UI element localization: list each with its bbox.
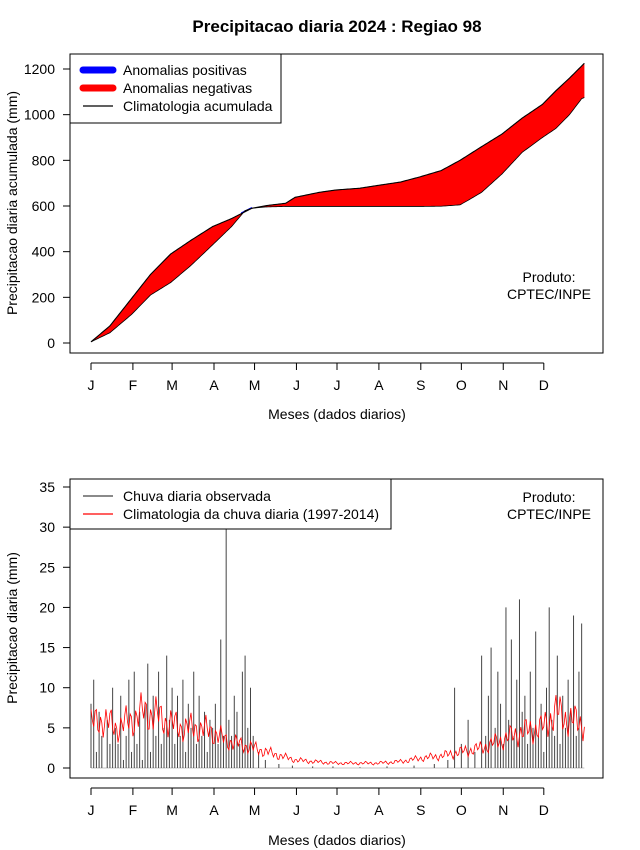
top-legend: Anomalias positivas Anomalias negativas … xyxy=(69,53,282,124)
top-y-tick-label: 400 xyxy=(32,244,56,260)
bottom-x-tick-label: A xyxy=(374,802,384,818)
bottom-product-label-line2: CPTEC/INPE xyxy=(507,506,591,522)
top-x-tick-label: S xyxy=(416,377,425,393)
bottom-y-axis-label: Precipitacao diaria (mm) xyxy=(4,552,20,704)
chart-title: Precipitacao diaria 2024 : Regiao 98 xyxy=(192,17,481,36)
top-x-tick-label: N xyxy=(498,377,508,393)
top-x-tick-label: J xyxy=(334,377,341,393)
bottom-y-tick-label: 10 xyxy=(39,680,55,696)
negative-anomaly-area xyxy=(91,63,585,342)
bottom-y-tick-label: 5 xyxy=(47,720,55,736)
bottom-product-label-line1: Produto: xyxy=(523,489,576,505)
bottom-x-tick-label: J xyxy=(88,802,95,818)
bottom-x-tick-label: F xyxy=(129,802,138,818)
bottom-x-tick-label: M xyxy=(166,802,178,818)
top-x-tick-label: F xyxy=(129,377,138,393)
bottom-x-tick-label: M xyxy=(249,802,261,818)
bottom-y-tick-label: 30 xyxy=(39,519,55,535)
top-y-tick-label: 0 xyxy=(47,335,55,351)
bottom-x-axis-label: Meses (dados diarios) xyxy=(268,832,406,848)
top-x-axis-label: Meses (dados diarios) xyxy=(268,406,406,422)
top-y-tick-label: 200 xyxy=(32,289,56,305)
top-x-tick-label: J xyxy=(88,377,95,393)
top-product-label-line1: Produto: xyxy=(523,269,576,285)
legend-label-positive: Anomalias positivas xyxy=(123,62,247,78)
bottom-x-tick-label: N xyxy=(498,802,508,818)
top-plot-area xyxy=(90,62,585,343)
bottom-y-tick-label: 0 xyxy=(47,760,55,776)
legend-label-clim-daily: Climatologia da chuva diaria (1997-2014) xyxy=(123,506,379,522)
legend-label-climatology: Climatologia acumulada xyxy=(123,98,273,114)
top-x-tick-label: D xyxy=(539,377,549,393)
top-x-tick-label: A xyxy=(374,377,384,393)
climatology-line xyxy=(90,62,585,343)
bottom-x-tick-label: D xyxy=(539,802,549,818)
bottom-x-tick-label: A xyxy=(209,802,219,818)
top-product-label-line2: CPTEC/INPE xyxy=(507,286,591,302)
bottom-x-tick-label: J xyxy=(293,802,300,818)
bottom-y-tick-label: 35 xyxy=(39,479,55,495)
bottom-y-tick-label: 15 xyxy=(39,640,55,656)
top-x-tick-label: M xyxy=(166,377,178,393)
bottom-y-tick-label: 25 xyxy=(39,559,55,575)
top-y-tick-label: 1200 xyxy=(24,61,55,77)
legend-label-negative: Anomalias negativas xyxy=(123,80,252,96)
observed-cumulative-line xyxy=(90,97,585,343)
top-x-tick-label: O xyxy=(456,377,467,393)
top-y-tick-label: 800 xyxy=(32,152,56,168)
top-y-tick-label: 600 xyxy=(32,198,56,214)
top-y-axis: 0 200 400 600 800 1000 1200 xyxy=(24,61,71,351)
bottom-y-tick-label: 20 xyxy=(39,599,55,615)
top-x-tick-label: M xyxy=(249,377,261,393)
bottom-y-axis: 0 5 10 15 20 25 30 35 xyxy=(39,479,71,776)
bottom-chart: 0 5 10 15 20 25 30 35 J F M A M J J A S O N D Meses (dados… xyxy=(4,478,604,848)
bottom-x-tick-label: J xyxy=(334,802,341,818)
top-y-tick-label: 1000 xyxy=(24,107,55,123)
bottom-x-tick-label: S xyxy=(416,802,425,818)
top-chart: 0 200 400 600 800 1000 1200 J F M A M J J A S O N D Meses… xyxy=(4,53,604,422)
bottom-x-tick-label: O xyxy=(456,802,467,818)
top-x-tick-label: A xyxy=(209,377,219,393)
climatology-daily-line xyxy=(90,692,585,766)
bottom-legend-box xyxy=(69,478,392,530)
top-x-tick-label: J xyxy=(293,377,300,393)
bottom-plot-area xyxy=(90,527,585,769)
top-y-axis-label: Precipitacao diaria acumulada (mm) xyxy=(4,91,20,315)
bottom-legend: Chuva diaria observada Climatologia da c… xyxy=(69,478,392,530)
legend-label-observed: Chuva diaria observada xyxy=(123,488,271,504)
